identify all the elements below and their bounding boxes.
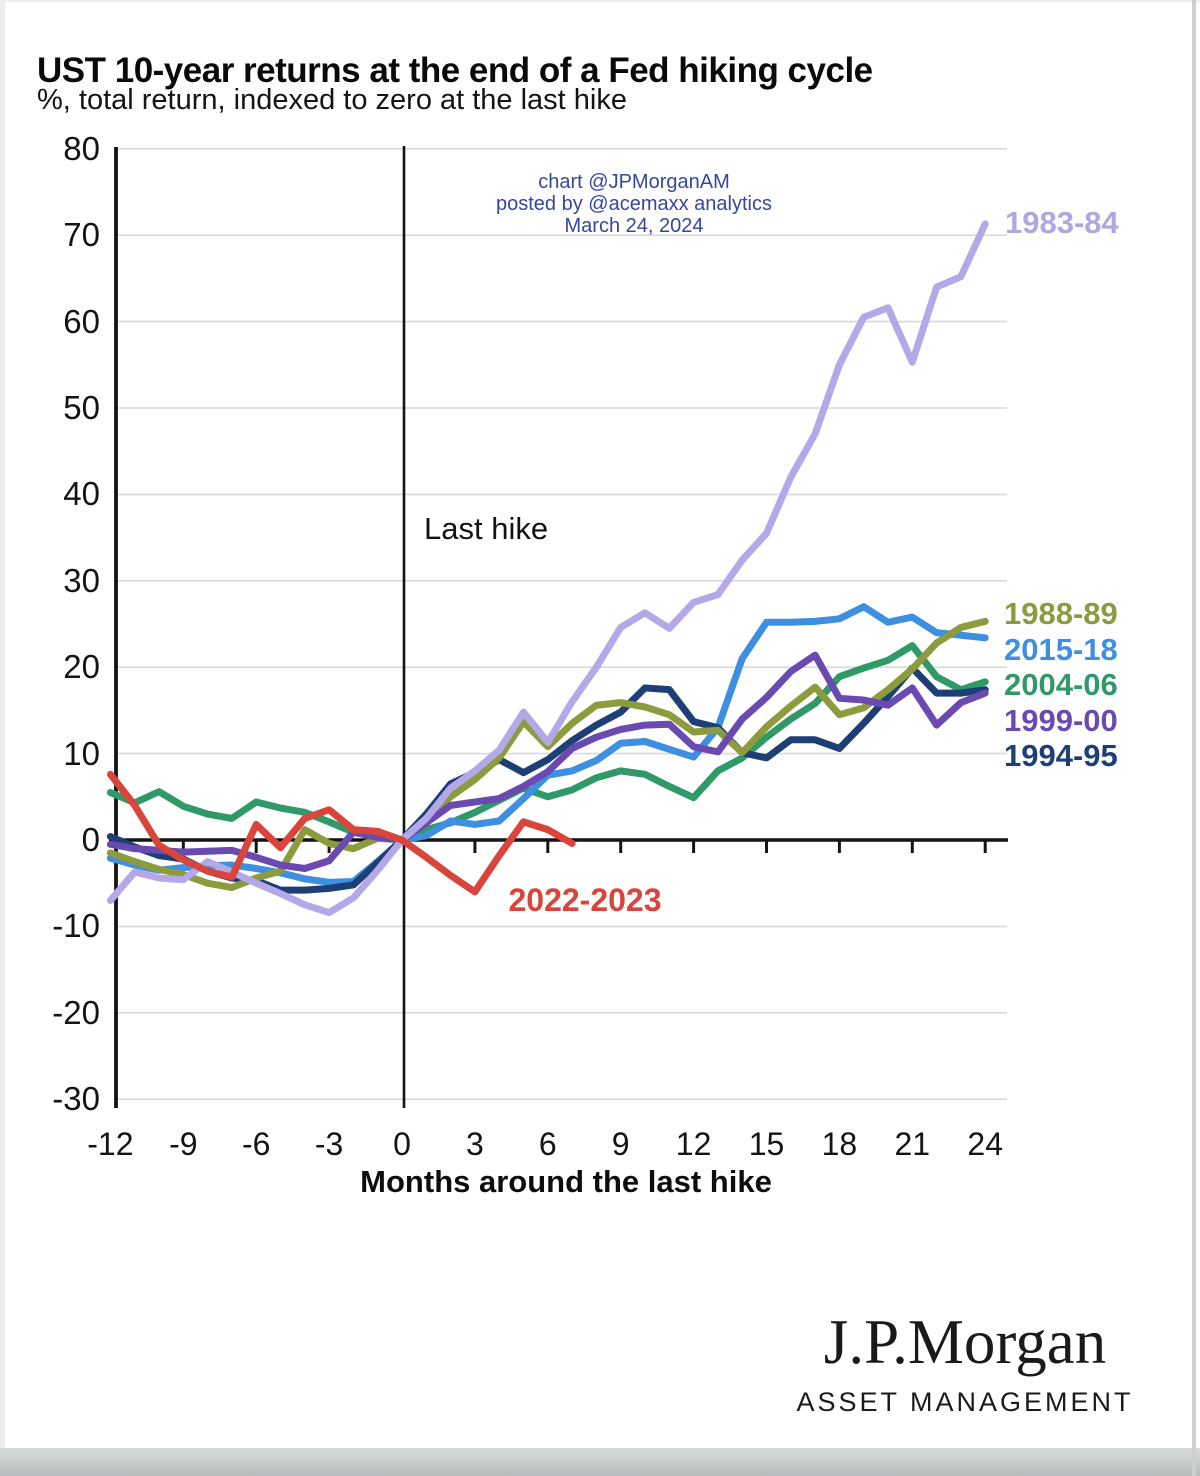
x-axis-title: Months around the last hike (360, 1164, 772, 1199)
source-annotation: chart @JPMorganAM posted by @acemaxx ana… (399, 171, 869, 237)
series-line-2004-06 (106, 642, 989, 844)
jpmorgan-wordmark: J.P.Morgan (823, 1307, 1107, 1377)
y-tick-label-20: 20 (63, 648, 100, 686)
legend-label-1999-00: 1999-00 (1004, 702, 1118, 738)
chart-title: UST 10-year returns at the end of a Fed … (37, 51, 873, 91)
x-tick-label-15: 15 (748, 1126, 785, 1162)
x-tick-label--12: -12 (87, 1126, 134, 1162)
x-tick-label-6: 6 (538, 1126, 557, 1162)
annotation-line-1: chart @JPMorganAM (538, 171, 730, 193)
x-tick-label-0: 0 (393, 1126, 411, 1162)
legend-label-2015-18: 2015-18 (1004, 631, 1118, 667)
series-line-1983-84 (106, 220, 989, 917)
line-chart-canvas (106, 146, 1008, 1108)
legend-label-1988-89: 1988-89 (1004, 596, 1118, 631)
series-line-1999-00 (106, 651, 989, 873)
y-tick-label-70: 70 (63, 216, 100, 254)
asset-management-wordmark: ASSET MANAGEMENT (796, 1387, 1134, 1417)
left-edge-divider (0, 0, 5, 1476)
annotation-line-2: posted by @acemaxx analytics (496, 193, 772, 215)
series-line-2022-2023 (106, 770, 576, 896)
x-tick-label-18: 18 (821, 1126, 858, 1162)
y-tick-label-50: 50 (63, 389, 100, 426)
series-label-1983-84: 1983-84 (1005, 205, 1119, 240)
right-edge-divider (1192, 0, 1196, 1476)
x-tick-label--9: -9 (169, 1126, 198, 1162)
top-edge-divider (0, 0, 1200, 2)
y-tick-label-30: 30 (63, 561, 100, 599)
y-tick-label-60: 60 (63, 302, 100, 340)
y-tick-label--10: -10 (52, 907, 100, 945)
x-tick-label-24: 24 (967, 1126, 1003, 1162)
y-tick-label-0: 0 (81, 821, 100, 858)
jpmorgan-logo: J.P.Morgan ASSET MANAGEMENT (730, 1306, 1200, 1418)
series-line-1988-89 (106, 617, 989, 892)
x-tick-label-9: 9 (611, 1126, 630, 1162)
x-tick-label-21: 21 (894, 1126, 931, 1162)
bottom-gray-band (0, 1448, 1200, 1476)
x-tick-label-3: 3 (465, 1126, 484, 1162)
annotation-line-3: March 24, 2024 (564, 215, 704, 237)
legend-label-2004-06: 2004-06 (1004, 667, 1118, 702)
series-label-2022-2023: 2022-2023 (508, 882, 662, 918)
legend-label-1994-95: 1994-95 (1004, 738, 1118, 773)
chart-subtitle: %, total return, indexed to zero at the … (37, 84, 627, 116)
series-legend-stack: 1988-89 2015-18 2004-06 1999-00 1994-95 (1004, 596, 1118, 774)
last-hike-annotation: Last hike (424, 511, 549, 546)
y-tick-label-40: 40 (63, 475, 100, 513)
x-tick-label--6: -6 (241, 1126, 271, 1162)
y-tick-label--20: -20 (52, 993, 100, 1031)
y-tick-label-10: 10 (63, 734, 100, 772)
x-tick-label-12: 12 (675, 1126, 712, 1162)
y-tick-label-80: 80 (63, 129, 100, 167)
x-tick-label--3: -3 (314, 1126, 344, 1162)
y-tick-label--30: -30 (52, 1080, 100, 1118)
